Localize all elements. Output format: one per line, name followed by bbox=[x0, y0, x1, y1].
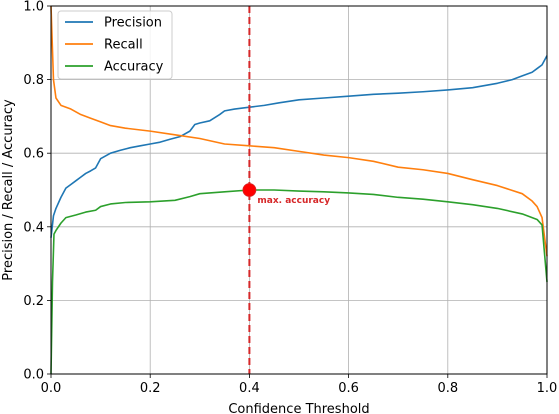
y-tick-label: 0.0 bbox=[23, 368, 44, 383]
series-layer bbox=[50, 5, 548, 375]
legend-label-recall: Recall bbox=[104, 38, 143, 53]
legend-label-accuracy: Accuracy bbox=[104, 60, 164, 75]
axis-ticks: 0.0 0.2 0.4 0.6 0.8 1.0 0.0 0.2 0.4 0.6 0.8 1.0 bbox=[23, 0, 557, 396]
y-tick-label: 1.0 bbox=[23, 0, 44, 15]
y-tick-label: 0.8 bbox=[23, 73, 44, 88]
plot-frame bbox=[50, 5, 548, 375]
series-line-precision bbox=[50, 55, 548, 238]
x-tick-label: 0.8 bbox=[437, 381, 458, 396]
y-tick-label: 0.2 bbox=[23, 294, 44, 309]
x-tick-label: 0.0 bbox=[41, 381, 62, 396]
x-tick-label: 0.2 bbox=[140, 381, 161, 396]
x-tick-label: 1.0 bbox=[537, 381, 558, 396]
y-tick-label: 0.4 bbox=[23, 220, 44, 235]
x-tick-label: 0.4 bbox=[239, 381, 260, 396]
max-accuracy-marker-layer: max. accuracy bbox=[242, 183, 330, 206]
legend-box bbox=[57, 10, 173, 80]
legend: Precision Recall Accuracy bbox=[57, 10, 173, 80]
max-accuracy-point bbox=[242, 183, 257, 197]
y-axis-label: Precision / Recall / Accuracy bbox=[1, 99, 16, 281]
series-line-accuracy bbox=[50, 189, 548, 375]
series-line-recall bbox=[50, 5, 548, 257]
x-tick-label: 0.6 bbox=[338, 381, 359, 396]
y-tick-label: 0.6 bbox=[23, 147, 44, 162]
x-axis-label: Confidence Threshold bbox=[228, 402, 369, 414]
legend-label-precision: Precision bbox=[104, 16, 162, 31]
max-accuracy-label: max. accuracy bbox=[257, 196, 330, 206]
